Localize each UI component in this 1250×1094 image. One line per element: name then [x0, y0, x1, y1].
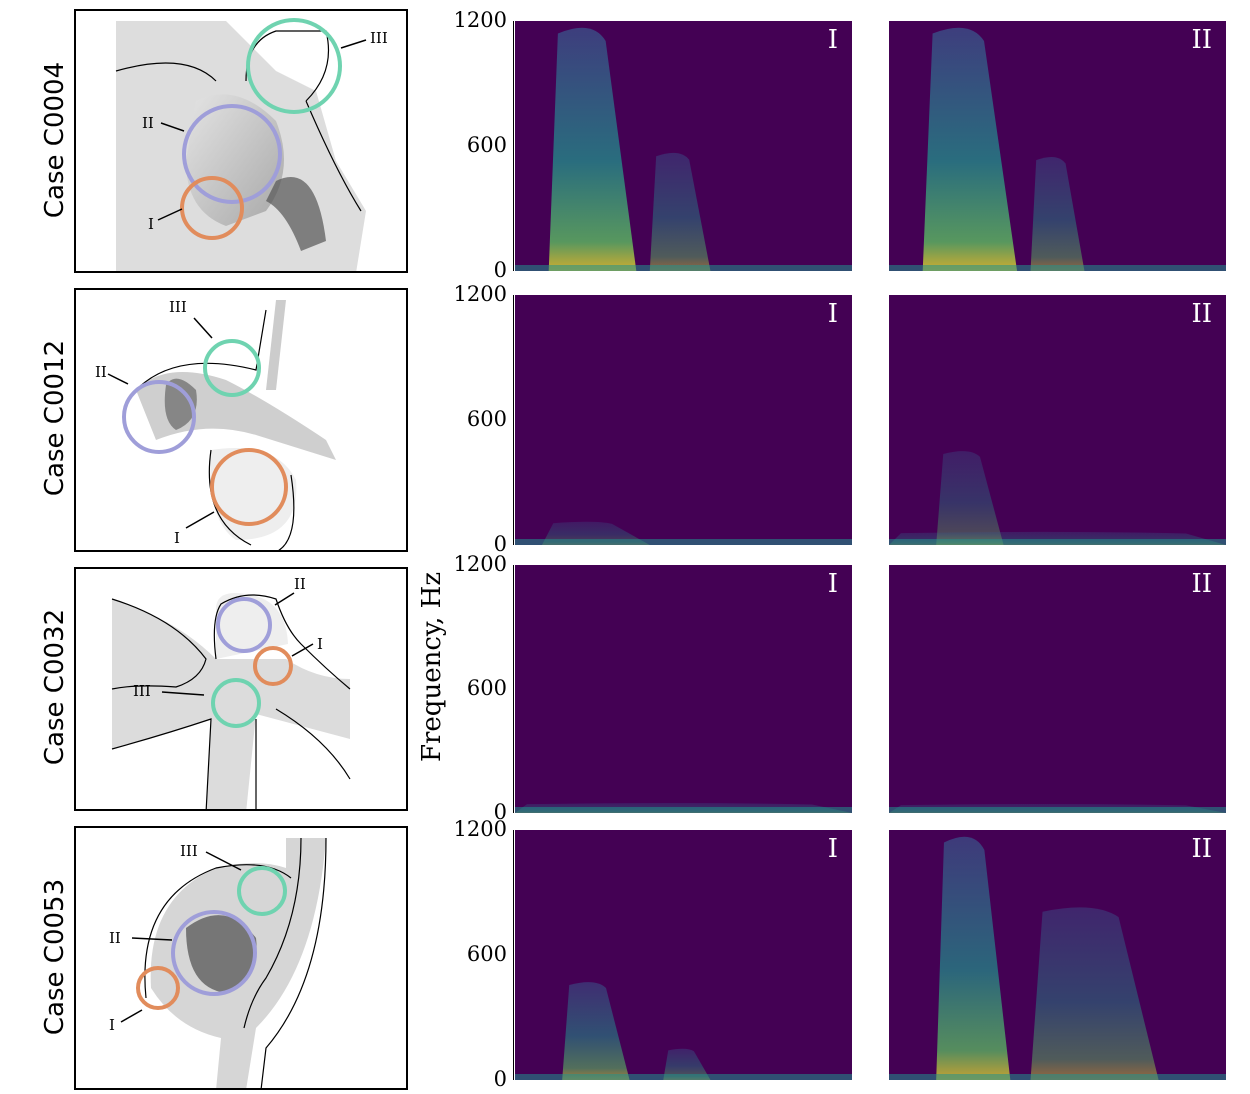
spectrogram-burst: [663, 1048, 711, 1080]
vessel-illustration: [120, 837, 327, 1088]
spectrogram-burst: [1030, 907, 1159, 1080]
marker-ii: II: [294, 575, 306, 593]
baseline-band: [889, 265, 1226, 271]
spectrogram-panel: II: [889, 21, 1226, 271]
marker-i: I: [174, 529, 180, 547]
panel-tag: I: [827, 299, 838, 329]
baseline-band: [515, 807, 852, 813]
spectrogram-panel: I: [515, 830, 852, 1080]
marker-ii: II: [95, 363, 107, 381]
y-tick-label: 1200: [453, 8, 507, 32]
y-axis-label: Frequency, Hz: [417, 571, 447, 763]
spectrogram-plot: [515, 802, 852, 813]
spectrogram-panel: II: [889, 295, 1226, 545]
case-image-c0053: III II I: [74, 826, 408, 1090]
y-axis-line: [513, 565, 514, 813]
spectrogram-plot: [515, 982, 852, 1080]
vessel-illustration: [115, 18, 367, 271]
marker-i: I: [109, 1016, 115, 1034]
y-tick-label: 0: [493, 532, 507, 556]
marker-iii: III: [180, 842, 198, 860]
spectrogram-plot: [515, 521, 852, 545]
y-tick-label: 1200: [453, 552, 507, 576]
case-label-c0053: Case C0053: [40, 878, 70, 1036]
marker-iii: III: [169, 298, 187, 316]
spectrogram-burst: [649, 152, 711, 271]
spectrogram-plot: [889, 836, 1226, 1080]
spectrogram-burst: [936, 451, 1004, 545]
spectrogram-panel: II: [889, 565, 1226, 813]
spectrogram-plot: [889, 451, 1226, 545]
spectrogram-plot: [889, 27, 1226, 271]
spectrogram-panel: I: [515, 295, 852, 545]
case-label-c0032: Case C0032: [40, 608, 70, 766]
spectrogram-burst: [562, 982, 630, 1080]
marker-i: I: [148, 215, 154, 233]
y-tick-label: 600: [466, 407, 507, 431]
spectrogram-burst: [936, 836, 1011, 1080]
y-tick-label: 0: [493, 258, 507, 282]
baseline-band: [515, 265, 852, 271]
spectrogram-plot: [889, 803, 1226, 813]
y-tick-label: 600: [466, 942, 507, 966]
marker-iii: III: [370, 29, 388, 47]
vessel-illustration: [107, 300, 336, 550]
panel-tag: II: [1191, 569, 1212, 599]
y-tick-label: 600: [466, 676, 507, 700]
panel-tag: I: [827, 834, 838, 864]
y-axis-line: [513, 830, 514, 1080]
spectrogram-burst: [548, 27, 637, 271]
y-tick-label: 600: [466, 133, 507, 157]
baseline-band: [889, 1074, 1226, 1080]
panel-tag: II: [1191, 299, 1212, 329]
panel-tag: II: [1191, 834, 1212, 864]
panel-tag: II: [1191, 25, 1212, 55]
spectrogram-burst: [1030, 156, 1085, 271]
baseline-band: [515, 1074, 852, 1080]
case-label-c0012: Case C0012: [40, 339, 70, 497]
case-image-c0032: II I III: [74, 567, 408, 811]
y-tick-label: 0: [493, 1067, 507, 1091]
marker-ii: II: [109, 929, 121, 947]
case-image-c0004: III II I: [74, 9, 408, 273]
spectrogram-panel: I: [515, 565, 852, 813]
y-tick-label: 1200: [453, 282, 507, 306]
marker-iii: III: [133, 682, 151, 700]
y-axis-line: [513, 21, 514, 271]
y-tick-label: 0: [493, 800, 507, 824]
y-tick-label: 1200: [453, 817, 507, 841]
panel-tag: I: [827, 25, 838, 55]
marker-i: I: [317, 635, 323, 653]
spectrogram-plot: [515, 27, 852, 271]
spectrogram-panel: II: [889, 830, 1226, 1080]
vessel-illustration: [111, 592, 351, 809]
baseline-band: [889, 807, 1226, 813]
panel-tag: I: [827, 569, 838, 599]
baseline-band: [515, 539, 852, 545]
marker-ii: II: [142, 114, 154, 132]
baseline-band: [889, 539, 1226, 545]
case-image-c0012: III II I: [74, 288, 408, 552]
spectrogram-panel: I: [515, 21, 852, 271]
case-label-c0004: Case C0004: [40, 61, 70, 219]
y-axis-line: [513, 295, 514, 545]
spectrogram-burst: [922, 27, 1018, 271]
